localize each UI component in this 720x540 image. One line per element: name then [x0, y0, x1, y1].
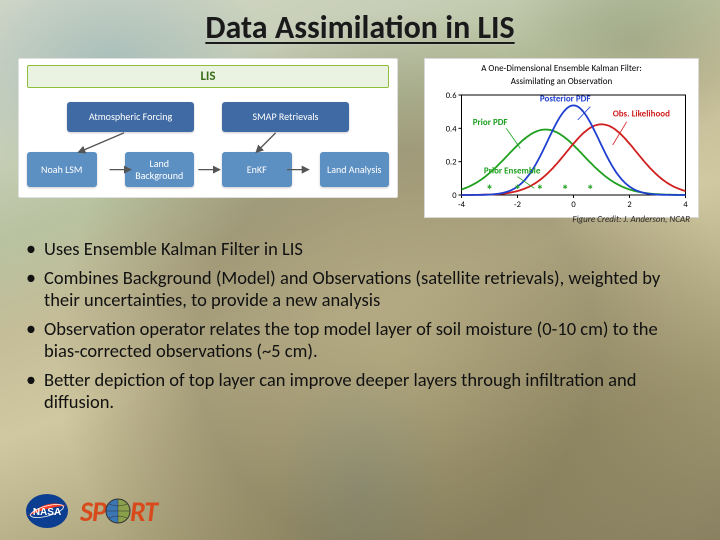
- svg-text:Obs. Likelihood: Obs. Likelihood: [613, 109, 670, 120]
- lis-row-1: Atmospheric Forcing SMAP Retrievals: [27, 102, 389, 132]
- svg-text:Posterior PDF: Posterior PDF: [540, 94, 591, 105]
- nasa-logo: NASA: [24, 492, 70, 530]
- svg-text:0.6: 0.6: [446, 91, 457, 101]
- plot-title-line1: A One-Dimensional Ensemble Kalman Filter…: [431, 63, 692, 74]
- svg-text:*: *: [536, 182, 543, 199]
- bullet-item: Uses Ensemble Kalman Filter in LIS: [22, 238, 694, 261]
- svg-text:*: *: [486, 182, 493, 199]
- svg-text:0.2: 0.2: [446, 158, 457, 168]
- lis-row-2: Noah LSM Land Background EnKF Land Analysis: [27, 152, 389, 187]
- lis-node-atmospheric-forcing: Atmospheric Forcing: [67, 102, 194, 132]
- footer-logos: NASA SP RT: [24, 492, 157, 530]
- lis-node-noah-lsm: Noah LSM: [27, 152, 97, 187]
- bullet-item: Combines Background (Model) and Observat…: [22, 267, 694, 312]
- bullet-list: Uses Ensemble Kalman Filter in LIS Combin…: [22, 238, 694, 420]
- plot-svg: -4 -2 0 2 4 0 0.2 0.4 0.6 Prior PDF Posterior PDF O…: [431, 89, 692, 213]
- svg-text:*: *: [587, 182, 594, 199]
- figure-credit: Figure Credit: J. Anderson, NCAR: [572, 214, 690, 225]
- lis-node-land-background: Land Background: [125, 152, 195, 187]
- svg-text:Prior PDF: Prior PDF: [473, 117, 508, 128]
- diagrams-row: LIS Atmospheric Forcing SMAP Retrievals No…: [18, 58, 702, 218]
- sport-logo: SP RT: [80, 494, 157, 529]
- svg-text:0.4: 0.4: [446, 124, 457, 134]
- plot-title-line2: Assimilating an Observation: [431, 76, 692, 87]
- lis-node-enkf: EnKF: [222, 152, 292, 187]
- lis-header: LIS: [27, 65, 389, 88]
- svg-text:-2: -2: [514, 200, 521, 210]
- svg-text:NASA: NASA: [33, 507, 61, 518]
- svg-text:0: 0: [571, 200, 576, 210]
- svg-text:4: 4: [683, 200, 688, 210]
- lis-node-smap-retrievals: SMAP Retrievals: [222, 102, 349, 132]
- svg-text:*: *: [562, 182, 569, 199]
- svg-text:*: *: [514, 182, 521, 199]
- sport-globe-icon: [105, 498, 131, 524]
- svg-text:-4: -4: [458, 200, 466, 210]
- lis-diagram: LIS Atmospheric Forcing SMAP Retrievals No…: [18, 58, 398, 198]
- lis-node-land-analysis: Land Analysis: [320, 152, 390, 187]
- sport-rt: RT: [130, 494, 157, 529]
- bullet-item: Better depiction of top layer can improv…: [22, 369, 694, 414]
- bullet-item: Observation operator relates the top mod…: [22, 318, 694, 363]
- svg-text:0: 0: [452, 191, 457, 201]
- svg-text:2: 2: [627, 200, 631, 210]
- svg-text:Prior Ensemble: Prior Ensemble: [484, 165, 541, 176]
- enkf-plot: A One-Dimensional Ensemble Kalman Filter…: [424, 58, 699, 218]
- sport-sp: SP: [80, 494, 106, 529]
- slide-title: Data Assimilation in LIS: [0, 8, 720, 47]
